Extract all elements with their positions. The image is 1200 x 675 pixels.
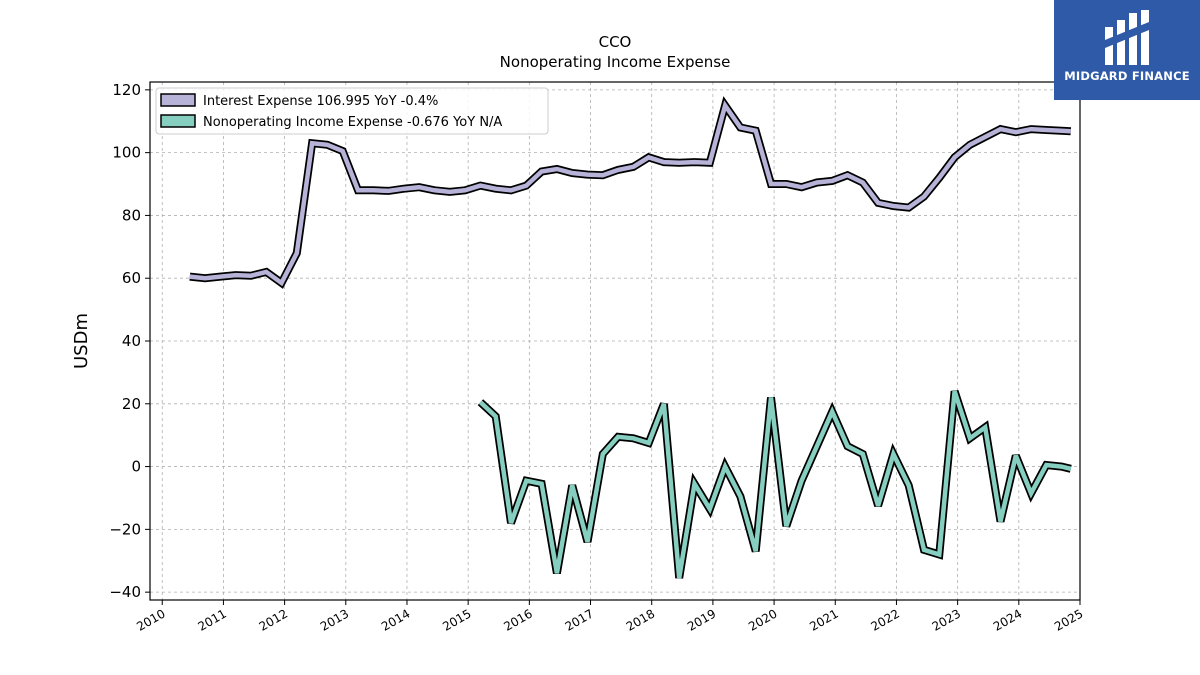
logo-text: MIDGARD FINANCE xyxy=(1064,69,1190,83)
x-tick-label: 2010 xyxy=(134,606,167,633)
x-tick-label: 2022 xyxy=(868,606,901,633)
legend-swatch-interest-expense xyxy=(160,93,196,107)
y-tick-label: 60 xyxy=(122,269,141,287)
x-tick-label: 2023 xyxy=(930,606,963,633)
legend-box xyxy=(155,87,549,135)
x-tick-label: 2018 xyxy=(624,606,657,633)
x-axis: 2010 2011 2012 2013 2014 2015 2016 2017 2018 2019… xyxy=(134,600,1086,634)
y-tick-label: 0 xyxy=(131,458,141,476)
x-tick-label: 2013 xyxy=(318,606,351,633)
y-tick-label: 40 xyxy=(122,332,141,350)
series-line-nonoperating-income-expense xyxy=(478,390,1072,579)
x-tick-label: 2012 xyxy=(257,606,290,633)
legend-swatch-nonoperating-income-expense xyxy=(160,114,196,128)
series-line-interest-expense xyxy=(189,100,1071,287)
x-tick-label: 2015 xyxy=(440,606,473,633)
x-tick-label: 2014 xyxy=(379,606,412,633)
y-tick-label: 120 xyxy=(112,81,141,99)
x-tick-label: 2024 xyxy=(991,606,1024,633)
x-tick-label: 2019 xyxy=(685,606,718,633)
y-axis: −40 −20 0 20 40 60 80 100 120 xyxy=(109,81,150,601)
x-tick-label: 2021 xyxy=(807,606,840,633)
x-tick-label: 2020 xyxy=(746,606,779,633)
chart-title: CCO xyxy=(599,33,632,51)
legend-label-interest-expense: Interest Expense 106.995 YoY -0.4% xyxy=(203,94,438,109)
x-tick-label: 2017 xyxy=(563,606,596,633)
y-tick-label: 100 xyxy=(112,144,141,162)
chart-subtitle: Nonoperating Income Expense xyxy=(500,53,731,71)
y-tick-label: 80 xyxy=(122,206,141,224)
x-tick-label: 2011 xyxy=(195,606,228,633)
series-layer xyxy=(189,96,1072,579)
y-axis-label: USDm xyxy=(71,313,92,369)
y-tick-label: −40 xyxy=(109,583,141,601)
y-tick-label: −20 xyxy=(109,520,141,538)
logo-mark-icon xyxy=(1105,10,1149,65)
midgard-finance-logo: MIDGARD FINANCE xyxy=(1054,0,1200,100)
x-tick-label: 2016 xyxy=(501,606,534,633)
legend-label-nonoperating-income-expense: Nonoperating Income Expense -0.676 YoY N… xyxy=(203,115,502,130)
legend: Interest Expense 106.995 YoY -0.4% Nonop… xyxy=(155,87,549,135)
x-tick-label: 2025 xyxy=(1052,606,1085,633)
y-tick-label: 20 xyxy=(122,395,141,413)
